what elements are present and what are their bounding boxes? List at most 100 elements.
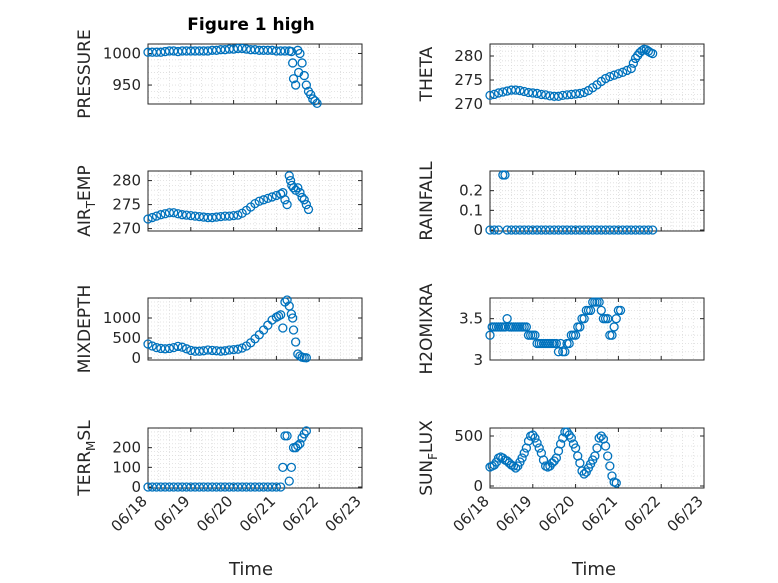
x-tick-label: 06/20 bbox=[535, 492, 578, 535]
data-point bbox=[511, 463, 521, 473]
data-point bbox=[288, 58, 298, 68]
data-point bbox=[237, 43, 247, 54]
x-tick-label: 06/19 bbox=[150, 492, 193, 535]
data-point bbox=[551, 338, 561, 349]
data-point bbox=[305, 89, 316, 100]
y-tick-label: 1000 bbox=[103, 309, 141, 327]
data-point bbox=[549, 91, 559, 101]
data-point bbox=[164, 343, 175, 354]
x-tick-label: 06/18 bbox=[108, 492, 151, 535]
data-point bbox=[254, 196, 264, 206]
data-point bbox=[560, 347, 570, 357]
y-tick-label: 280 bbox=[112, 172, 141, 190]
data-point bbox=[233, 344, 243, 354]
data-point bbox=[579, 314, 589, 324]
data-point bbox=[181, 344, 192, 354]
subplot-rainfall: 0 0.10.2 RAINFALL bbox=[417, 161, 705, 241]
y-tick-label: 0 bbox=[131, 478, 141, 496]
data-point bbox=[169, 208, 179, 218]
data-point bbox=[181, 210, 192, 220]
data-point bbox=[291, 80, 301, 90]
data-point bbox=[618, 67, 628, 77]
y-tick-label: 500 bbox=[112, 329, 141, 347]
data-point bbox=[502, 314, 512, 324]
subplot-mixdepth: 0 500 1000 MIXDEPTH bbox=[75, 285, 363, 374]
y-tick-label: 0 bbox=[473, 477, 483, 495]
data-point bbox=[282, 199, 292, 210]
data-point bbox=[263, 193, 273, 204]
y-tick-label: 270 bbox=[454, 95, 483, 113]
x-tick-label: 06/18 bbox=[450, 492, 493, 535]
data-point bbox=[609, 322, 619, 332]
data-point bbox=[538, 455, 549, 465]
y-axis-label-main: RAINFALL bbox=[417, 161, 437, 241]
x-tick-label: 06/23 bbox=[322, 492, 365, 535]
y-tick-label: 1000 bbox=[103, 44, 141, 62]
data-point bbox=[156, 210, 166, 220]
data-point bbox=[575, 88, 585, 99]
data-point bbox=[233, 210, 243, 220]
x-tick-label: 06/20 bbox=[193, 492, 236, 535]
data-point bbox=[553, 91, 564, 101]
data-point bbox=[594, 297, 604, 307]
y-axis-label: TERRMSL bbox=[75, 420, 98, 497]
data-point bbox=[517, 453, 527, 463]
data-point bbox=[286, 462, 297, 472]
data-point bbox=[267, 192, 277, 202]
data-point bbox=[207, 212, 217, 223]
data-point bbox=[284, 171, 294, 181]
data-point bbox=[299, 429, 309, 439]
y-axis-label: MIXDEPTH bbox=[75, 285, 95, 374]
data-point bbox=[271, 482, 282, 492]
data-point bbox=[291, 337, 301, 347]
data-point bbox=[562, 90, 572, 100]
data-point bbox=[622, 65, 632, 76]
x-tick-label: 06/22 bbox=[279, 492, 322, 535]
y-tick-label: 0.1 bbox=[459, 201, 483, 219]
subplot-pressure: 950 1000 PRESSURE bbox=[75, 29, 363, 119]
subplot-sun-flux: 0 500 SUNFLUX 06/18 06/19 06/20 06/21 06/22 06/2… bbox=[417, 420, 707, 536]
figure-title: Figure 1 high bbox=[187, 15, 315, 35]
data-point bbox=[278, 323, 288, 333]
y-tick-label: 500 bbox=[454, 427, 483, 445]
x-tick-label: 06/21 bbox=[578, 492, 621, 535]
y-axis-label-main: SUN bbox=[417, 460, 437, 496]
data-point bbox=[299, 195, 309, 205]
y-axis-label: RAINFALL bbox=[417, 161, 437, 241]
y-tick-label: 100 bbox=[112, 458, 141, 476]
y-tick-label: 275 bbox=[454, 71, 483, 89]
x-tick-label: 06/22 bbox=[621, 492, 664, 535]
data-point bbox=[301, 353, 312, 363]
data-point bbox=[508, 461, 519, 471]
data-point bbox=[288, 325, 299, 335]
data-point bbox=[570, 89, 581, 99]
data-point bbox=[147, 341, 157, 351]
data-point bbox=[295, 48, 305, 59]
data-point bbox=[228, 344, 239, 355]
y-tick-label: 0 bbox=[131, 349, 141, 367]
data-point bbox=[151, 342, 162, 353]
y-axis-label-main: THETA bbox=[417, 46, 437, 102]
axes-outline bbox=[489, 43, 705, 105]
data-point bbox=[579, 469, 589, 479]
data-point bbox=[615, 305, 626, 316]
y-axis-label-rest: SL bbox=[75, 420, 95, 441]
data-point bbox=[143, 339, 153, 349]
data-point bbox=[288, 183, 299, 193]
axes-outline bbox=[147, 170, 363, 232]
data-point bbox=[594, 433, 604, 443]
data-point bbox=[489, 89, 499, 100]
data-point bbox=[536, 89, 547, 100]
x-axis-label-right: Time bbox=[571, 559, 616, 580]
axes-outline bbox=[147, 43, 363, 105]
y-axis-label: AIRTEMP bbox=[75, 165, 98, 236]
data-point bbox=[596, 305, 606, 316]
data-point bbox=[564, 338, 574, 349]
y-axis-label-sub: F bbox=[426, 453, 440, 460]
data-point bbox=[301, 426, 312, 436]
data-point bbox=[521, 322, 532, 332]
x-axis-label-left: Time bbox=[228, 559, 273, 580]
data-point bbox=[579, 87, 589, 98]
y-tick-label: 3.5 bbox=[459, 310, 483, 328]
